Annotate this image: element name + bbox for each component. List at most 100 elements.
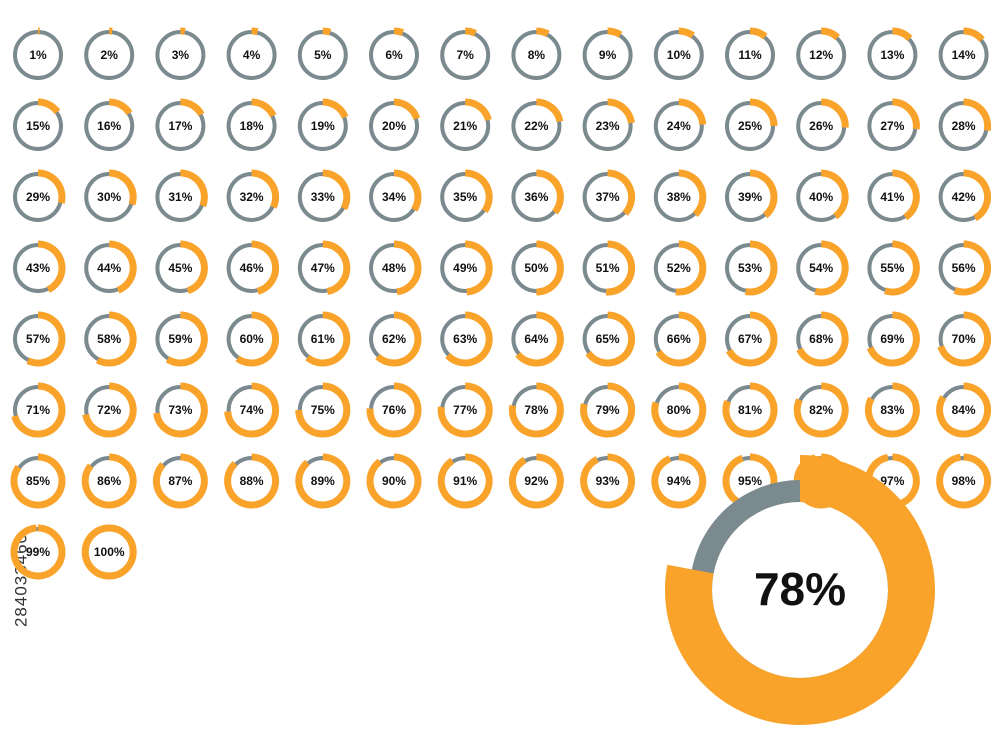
ring-label: 97% — [880, 474, 904, 488]
ring-arc — [536, 27, 550, 38]
ring-arc — [81, 524, 137, 580]
ring-arc — [464, 240, 493, 296]
ring-label: 18% — [240, 119, 264, 133]
ring-label: 66% — [667, 332, 691, 346]
ring-arc — [892, 27, 913, 42]
ring-arc — [108, 240, 137, 294]
ring-arc — [465, 27, 477, 37]
ring-arc — [749, 169, 778, 219]
ring-label: 45% — [168, 261, 192, 275]
ring-label: 74% — [240, 403, 264, 417]
ring-arc — [37, 240, 66, 293]
ring-arc — [180, 169, 208, 208]
ring-arc — [963, 98, 992, 132]
ring-label: 9% — [599, 48, 617, 62]
ring-label: 6% — [385, 48, 403, 62]
ring-label: 1% — [29, 48, 47, 62]
ring-arc — [251, 27, 259, 36]
ring-arc — [678, 169, 707, 218]
ring-label: 100% — [94, 545, 125, 559]
ring-label: 83% — [880, 403, 904, 417]
ring-arc — [675, 240, 707, 296]
ring-label: 30% — [97, 190, 121, 204]
ring-arc — [464, 98, 492, 122]
ring-label: 60% — [240, 332, 264, 346]
ring-arc — [305, 311, 351, 367]
ring-arc — [251, 169, 280, 209]
ring-label: 26% — [809, 119, 833, 133]
ring-label: 95% — [738, 474, 762, 488]
ring-label: 29% — [26, 190, 50, 204]
ring-label: 70% — [952, 332, 976, 346]
ring-arc — [464, 169, 493, 214]
ring-arc — [607, 98, 635, 124]
ring-arc — [678, 27, 695, 39]
ring-label: 88% — [240, 474, 264, 488]
ring-label: 25% — [738, 119, 762, 133]
ring-arc — [607, 169, 636, 216]
ring-arc — [180, 240, 208, 295]
ring-label: 42% — [952, 190, 976, 204]
ring-label: 82% — [809, 403, 833, 417]
ring-label: 80% — [667, 403, 691, 417]
ring-arc — [366, 382, 422, 438]
featured-label: 78% — [754, 563, 846, 615]
ring-label: 84% — [952, 403, 976, 417]
ring-label: 36% — [524, 190, 548, 204]
ring-label: 43% — [26, 261, 50, 275]
ring-arc — [251, 240, 280, 295]
ring-label: 31% — [168, 190, 192, 204]
ring-arc — [445, 311, 493, 367]
ring-arc — [437, 382, 493, 438]
ring-label: 47% — [311, 261, 335, 275]
ring-arc — [295, 382, 351, 438]
ring-arc — [749, 27, 768, 40]
ring-label: 12% — [809, 48, 833, 62]
ring-label: 85% — [26, 474, 50, 488]
ring-arc — [180, 98, 205, 117]
ring-label: 44% — [97, 261, 121, 275]
ring-arc — [814, 240, 849, 296]
ring-label: 90% — [382, 474, 406, 488]
ring-arc — [651, 453, 707, 509]
ring-label: 5% — [314, 48, 332, 62]
ring-label: 75% — [311, 403, 335, 417]
ring-arc — [605, 240, 636, 296]
ring-arc — [165, 311, 208, 367]
ring-label: 63% — [453, 332, 477, 346]
ring-arc — [820, 98, 849, 128]
ring-label: 23% — [596, 119, 620, 133]
ring-arc — [393, 169, 422, 212]
ring-arc — [963, 169, 992, 222]
ring-label: 21% — [453, 119, 477, 133]
ring-label: 4% — [243, 48, 261, 62]
ring-label: 54% — [809, 261, 833, 275]
ring-arc — [393, 27, 405, 36]
ring-label: 41% — [880, 190, 904, 204]
ring-label: 34% — [382, 190, 406, 204]
ring-label: 58% — [97, 332, 121, 346]
ring-label: 3% — [172, 48, 190, 62]
ring-label: 72% — [97, 403, 121, 417]
ring-label: 13% — [880, 48, 904, 62]
ring-label: 20% — [382, 119, 406, 133]
ring-arc — [820, 27, 841, 41]
ring-label: 39% — [738, 190, 762, 204]
ring-arc — [820, 169, 849, 220]
ring-label: 24% — [667, 119, 691, 133]
ring-arc — [607, 27, 623, 38]
ring-arc — [224, 453, 280, 509]
ring-label: 35% — [453, 190, 477, 204]
ring-arc — [963, 27, 985, 43]
ring-arc — [585, 311, 636, 367]
ring-label: 10% — [667, 48, 691, 62]
ring-label: 37% — [596, 190, 620, 204]
ring-arc — [936, 382, 992, 438]
ring-arc — [508, 453, 564, 509]
ring-label: 62% — [382, 332, 406, 346]
ring-arc — [251, 98, 277, 118]
ring-arc — [749, 98, 778, 127]
ring-label: 17% — [168, 119, 192, 133]
ring-label: 68% — [809, 332, 833, 346]
ring-label: 22% — [524, 119, 548, 133]
